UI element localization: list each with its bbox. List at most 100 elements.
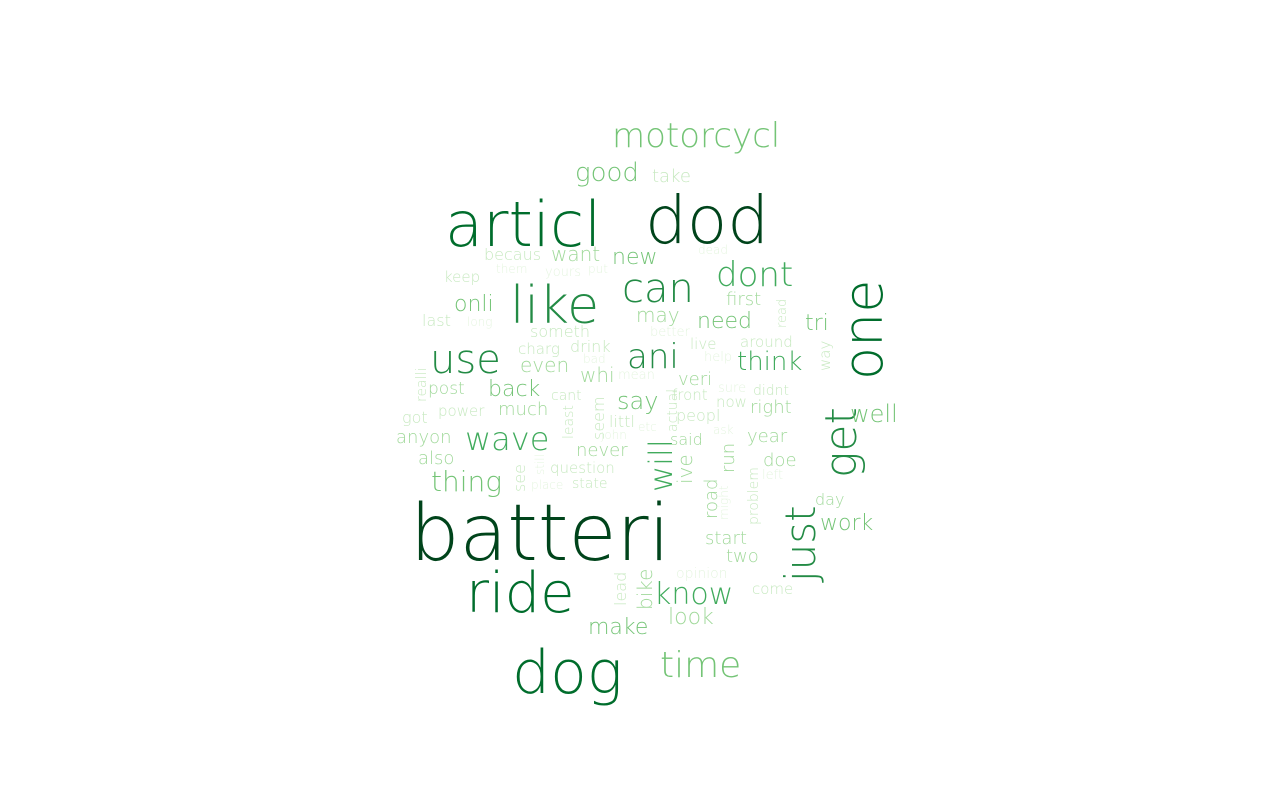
word-articl: articl <box>445 188 601 261</box>
word-onli: onli <box>454 292 494 317</box>
word-thing: thing <box>431 465 502 498</box>
word-get: get <box>816 407 867 478</box>
word-becaus: becaus <box>484 245 541 264</box>
word-power: power <box>438 402 485 420</box>
word-ride: ride <box>466 561 575 626</box>
word-cant: cant <box>551 388 582 404</box>
word-dod: dod <box>645 182 769 259</box>
word-keep: keep <box>444 268 480 286</box>
word-john: john <box>600 428 627 442</box>
word-dont: dont <box>716 255 793 295</box>
word-one: one <box>832 280 895 381</box>
word-like: like <box>510 276 599 336</box>
word-charg: charg <box>518 340 560 358</box>
word-dead: dead <box>698 243 728 257</box>
word-didnt: didnt <box>753 383 789 399</box>
word-never: never <box>576 440 628 461</box>
word-tri: tri <box>805 311 829 336</box>
word-question: question <box>550 459 615 477</box>
word-back: back <box>488 377 541 402</box>
word-seem: seem <box>589 396 608 440</box>
word-road: road <box>701 479 722 519</box>
word-need: need <box>697 309 752 334</box>
word-now: now <box>716 393 747 411</box>
word-place: place <box>531 478 563 492</box>
word-said: said <box>670 430 703 449</box>
word-around: around <box>740 333 793 351</box>
word-make: make <box>588 615 648 640</box>
word-ask: ask <box>713 423 734 437</box>
word-help: help <box>704 350 732 365</box>
word-bike: bike <box>633 569 657 610</box>
word-got: got <box>402 408 428 427</box>
word-also: also <box>418 448 454 469</box>
word-actual: actual <box>665 389 681 432</box>
word-might: might <box>717 485 731 520</box>
word-way: way <box>816 341 834 371</box>
word-know: know <box>654 577 733 612</box>
word-much: much <box>498 399 548 420</box>
word-want: want <box>551 242 600 266</box>
word-least: least <box>561 405 577 439</box>
word-batteri: batteri <box>410 489 670 579</box>
word-them: them <box>496 262 527 276</box>
word-can: can <box>622 266 694 312</box>
word-lead: lead <box>611 572 630 606</box>
word-opinion: opinion <box>676 566 728 582</box>
word-yours: yours <box>545 265 581 280</box>
word-think: think <box>737 347 802 377</box>
word-better: better <box>650 325 690 340</box>
word-dog: dog <box>512 638 623 708</box>
word-mean: mean <box>618 368 655 383</box>
word-bad: bad <box>583 352 606 366</box>
word-right: right <box>750 397 792 418</box>
word-anyon: anyon <box>396 427 452 448</box>
word-read: read <box>775 299 790 328</box>
word-ive: ive <box>673 454 697 484</box>
word-come: come <box>752 580 793 598</box>
word-post: post <box>428 379 465 399</box>
word-veri: veri <box>678 369 712 390</box>
word-say: say <box>617 387 658 415</box>
word-take: take <box>652 166 691 187</box>
word-problem: problem <box>746 467 762 525</box>
word-look: look <box>668 605 714 630</box>
word-wave: wave <box>465 420 549 458</box>
word-long: long <box>467 315 492 329</box>
word-two: two <box>726 546 759 567</box>
word-run: run <box>718 443 739 473</box>
word-left: left <box>762 468 783 483</box>
word-ani: ani <box>627 337 679 377</box>
word-drink: drink <box>570 337 611 356</box>
word-new: new <box>612 245 657 270</box>
word-live: live <box>690 335 716 353</box>
word-even: even <box>520 353 569 377</box>
word-put: put <box>588 262 608 276</box>
word-time: time <box>660 645 741 686</box>
word-still: still <box>533 454 547 475</box>
word-use: use <box>430 337 501 383</box>
word-just: just <box>776 505 825 583</box>
word-motorcycl: motorcycl <box>612 116 780 156</box>
word-peopl: peopl <box>676 406 720 425</box>
word-day: day <box>815 490 844 509</box>
word-whi: whi <box>580 363 615 387</box>
word-may: may <box>636 303 680 327</box>
word-sure: sure <box>718 381 746 396</box>
word-front: front <box>672 386 708 404</box>
word-state: state <box>572 476 607 492</box>
word-first: first <box>726 289 761 310</box>
word-etc: etc <box>638 420 657 434</box>
word-will: will <box>642 439 680 492</box>
word-see: see <box>510 464 529 492</box>
word-realli: realli <box>414 368 430 402</box>
word-doe: doe <box>763 450 797 471</box>
word-littl: littl <box>609 412 635 431</box>
word-good: good <box>575 158 639 188</box>
word-year: year <box>747 426 788 447</box>
word-someth: someth <box>530 322 590 341</box>
word-work: work <box>820 511 873 536</box>
word-well: well <box>850 400 898 428</box>
word-last: last <box>422 311 451 330</box>
